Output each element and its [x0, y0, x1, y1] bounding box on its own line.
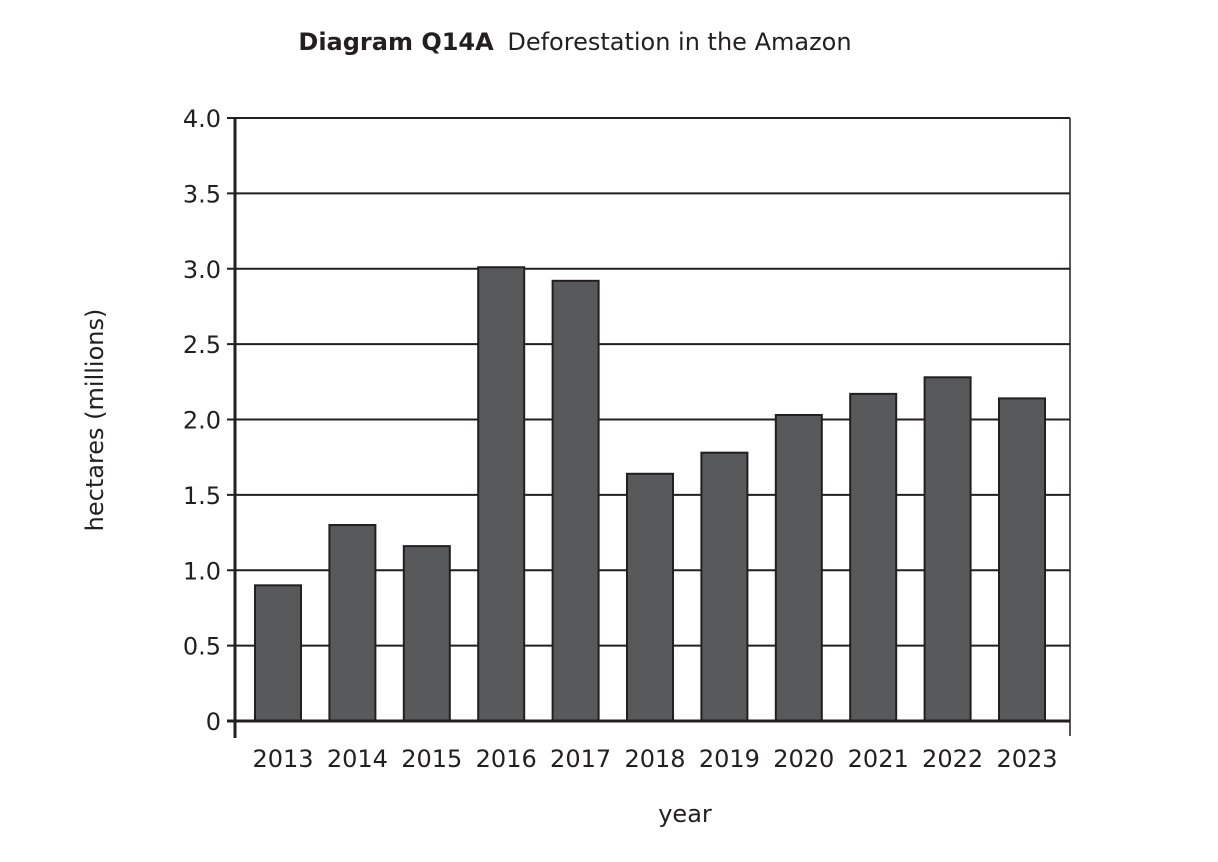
bar-2018	[626, 472, 674, 722]
y-axis-label: hectares (millions)	[81, 309, 109, 532]
bar-2021	[849, 392, 898, 722]
bar-2020	[774, 413, 823, 722]
chart-title-text: Deforestation in the Amazon	[507, 28, 851, 56]
x-tick-label: 2018	[624, 745, 685, 773]
x-tick-label: 2013	[252, 745, 313, 773]
x-tick-labels: 2013 2014 2015 2016 2017 2018 2019 2020 2021 2022…	[252, 745, 1057, 773]
bars	[254, 266, 1046, 723]
x-tick-label: 2021	[848, 745, 909, 773]
x-tick-label: 2014	[327, 745, 388, 773]
y-tick-label: 2.5	[183, 331, 221, 359]
bar-2022	[923, 376, 972, 722]
y-tick-label: 1.0	[183, 557, 221, 585]
bar-2023	[998, 397, 1046, 722]
x-tick-label: 2019	[699, 745, 760, 773]
bar-2015	[402, 545, 451, 722]
chart-title-bold: Diagram Q14A	[298, 28, 494, 56]
y-tick-label: 0	[206, 708, 221, 736]
x-tick-label: 2023	[996, 745, 1057, 773]
y-tick-label: 0.5	[183, 633, 221, 661]
y-tick-label: 3.5	[183, 180, 221, 208]
y-tick-label: 4.0	[183, 105, 221, 133]
bar-2014	[328, 524, 377, 723]
y-tick-labels: 0 0.5 1.0 1.5 2.0 2.5 3.0 3.5 4.0	[183, 105, 221, 736]
y-tick-label: 1.5	[183, 482, 221, 510]
axes	[227, 117, 1071, 738]
x-tick-label: 2022	[922, 745, 983, 773]
y-tick-label: 3.0	[183, 256, 221, 284]
bar-2019	[700, 451, 749, 722]
y-tick-label: 2.0	[183, 407, 221, 435]
bar-2016	[477, 266, 526, 722]
x-tick-label: 2017	[550, 745, 611, 773]
x-axis-label: year	[658, 800, 712, 828]
bar-2013	[254, 584, 302, 723]
bar-2017	[551, 279, 600, 722]
x-tick-label: 2020	[773, 745, 834, 773]
x-tick-label: 2015	[401, 745, 462, 773]
chart-title: Diagram Q14A Deforestation in the Amazon	[298, 28, 851, 56]
x-tick-label: 2016	[476, 745, 537, 773]
